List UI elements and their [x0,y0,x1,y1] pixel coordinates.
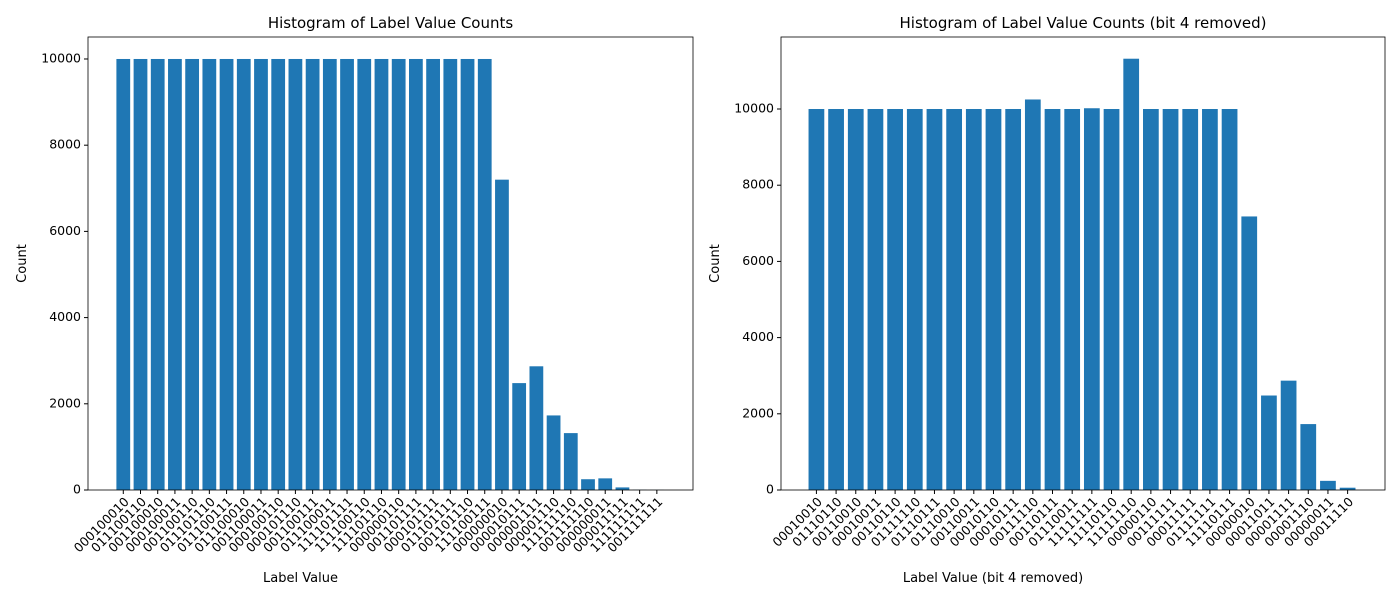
bar [546,415,561,490]
bar [615,487,630,490]
bar [1044,109,1061,490]
y-tick-label: 0 [766,482,774,497]
bar [340,58,354,490]
bar [168,58,182,490]
bar [477,58,492,490]
y-tick-label: 8000 [49,137,81,152]
bar [150,58,165,490]
bar [1339,487,1356,490]
bar [202,58,217,490]
bar [322,58,337,490]
plot-frame [87,36,694,491]
bar [1103,109,1120,490]
bar [512,383,527,490]
y-axis-label: Count [15,244,30,283]
bar [1123,58,1140,491]
bar [965,109,982,490]
bar [116,58,131,490]
bar [236,58,251,490]
bar [443,58,458,490]
bar [1005,109,1022,490]
y-tick-label: 4000 [742,329,774,344]
bar [1320,480,1336,490]
bar [529,366,544,490]
bar [598,478,613,490]
x-axis-label: Label Value [263,571,338,586]
bar [219,58,234,490]
y-tick-label: 10000 [41,50,81,65]
bar [906,109,923,490]
bar [1221,109,1238,490]
plot-frame [780,36,1386,491]
bar [1024,99,1041,490]
bar [409,58,423,490]
bar [926,109,943,490]
bar [495,179,509,490]
bar [1083,108,1100,491]
bar [357,58,372,490]
chart-title: Histogram of Label Value Counts [268,14,514,32]
y-tick-label: 6000 [49,223,81,238]
bar [867,109,884,490]
y-tick-label: 2000 [742,405,774,420]
bar [305,58,320,490]
bar [1300,424,1317,490]
bar [254,58,268,490]
bar [1241,216,1258,490]
bar [391,58,406,490]
bar [581,479,595,490]
bar [1280,380,1297,490]
y-axis-label: Count [708,244,723,283]
bar [887,109,903,490]
bar [946,109,963,490]
bar [985,109,1002,490]
bar [1162,109,1179,490]
y-tick-label: 6000 [742,253,774,268]
bar [1064,109,1081,490]
bar [847,109,864,490]
bar [808,109,825,490]
bar [1143,109,1159,490]
y-tick-label: 4000 [49,309,81,324]
y-tick-label: 10000 [734,101,774,116]
x-axis-label: Label Value (bit 4 removed) [903,571,1083,586]
bar [374,58,389,490]
bar [426,58,440,490]
y-tick-label: 2000 [49,395,81,410]
bar [1202,109,1218,490]
bar [271,58,286,490]
bar [288,58,303,490]
bar [1182,109,1199,490]
y-tick-label: 0 [73,482,81,497]
y-tick-label: 8000 [742,177,774,192]
bar [563,433,578,490]
bar [828,109,844,490]
bar [460,58,475,490]
chart-title: Histogram of Label Value Counts (bit 4 r… [900,14,1267,32]
bar [185,58,200,490]
bar [133,58,148,490]
bar [1261,395,1277,490]
